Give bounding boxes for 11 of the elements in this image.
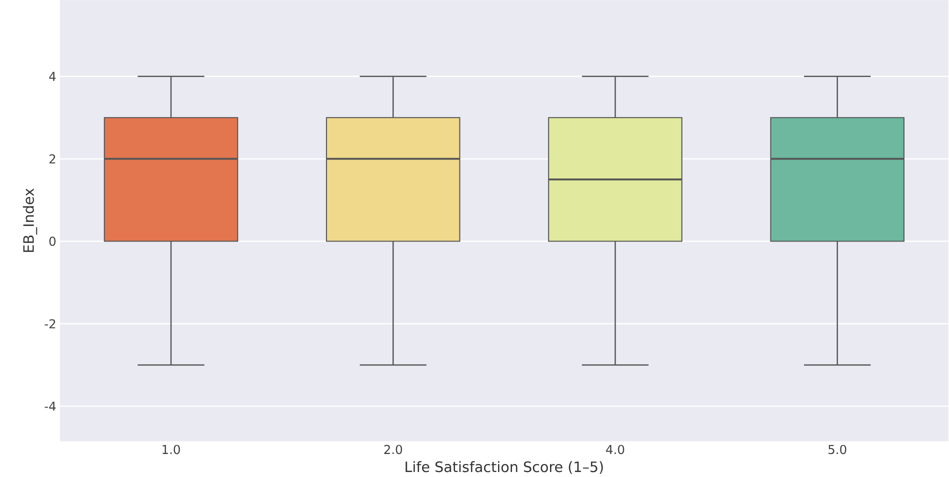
y-tick-label: -2 — [44, 319, 56, 328]
y-tick-label: 2 — [49, 154, 56, 164]
y-axis-title: EB_Index — [22, 188, 38, 252]
x-tick-label: 4.0 — [606, 444, 624, 454]
y-tick-label: 0 — [49, 236, 56, 246]
x-tick-label: 1.0 — [162, 444, 180, 454]
y-tick-label: -4 — [44, 402, 56, 411]
x-tick-label: 2.0 — [384, 444, 402, 454]
x-tick-label: 5.0 — [828, 444, 846, 454]
y-tick-label: 4 — [49, 72, 56, 81]
x-axis-title: Life Satisfaction Score (1–5) — [406, 460, 603, 474]
